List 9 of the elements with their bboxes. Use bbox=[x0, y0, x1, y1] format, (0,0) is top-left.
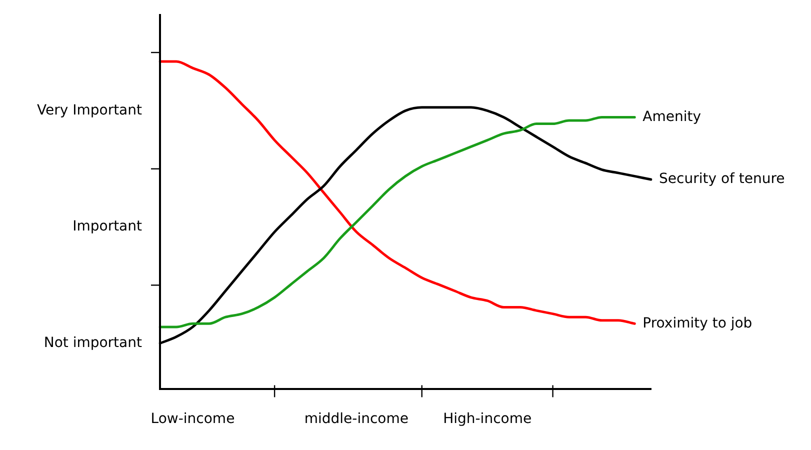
x-tick-label: High-income bbox=[443, 411, 532, 428]
x-tick-label: middle-income bbox=[304, 411, 408, 428]
x-tick-label: Low-income bbox=[150, 411, 235, 428]
series-label: Security of tenure bbox=[659, 171, 785, 188]
text: Important bbox=[72, 218, 143, 235]
text: Not important bbox=[44, 334, 142, 351]
series-label: Proximity to job bbox=[642, 315, 752, 332]
text: Very Important bbox=[37, 102, 143, 118]
series-label: Amenity bbox=[642, 108, 702, 125]
